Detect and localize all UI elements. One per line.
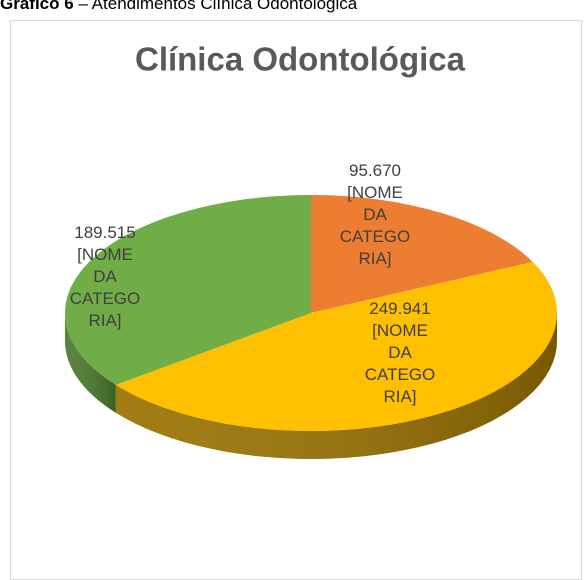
data-label-category: [NOME DA CATEGORIA]: [339, 183, 411, 268]
data-label: 249.941 [NOME DA CATEGORIA]: [363, 298, 437, 408]
chart-title: Clínica Odontológica: [135, 41, 466, 78]
caption-label: Gráfico 6: [0, 0, 74, 13]
pie-slice: [311, 195, 533, 313]
data-label-value: 249.941: [369, 299, 431, 318]
pie-side-shade: [115, 313, 558, 459]
caption: Gráfico 6 – Atendimentos Clínica Odontol…: [0, 0, 357, 14]
data-label: 189.515 [NOME DA CATEGORIA]: [68, 222, 142, 332]
data-label-value: 189.515: [74, 223, 136, 242]
data-label-category: [NOME DA CATEGORIA]: [69, 245, 141, 330]
data-label-category: [NOME DA CATEGORIA]: [364, 321, 436, 406]
caption-text: – Atendimentos Clínica Odontológica: [78, 0, 358, 13]
data-label: 95.670 [NOME DA CATEGORIA]: [338, 160, 412, 270]
pie-slice: [115, 261, 558, 432]
pie-slice: [64, 195, 311, 385]
data-label-value: 95.670: [349, 161, 401, 180]
pie-side-shade: [65, 313, 116, 413]
